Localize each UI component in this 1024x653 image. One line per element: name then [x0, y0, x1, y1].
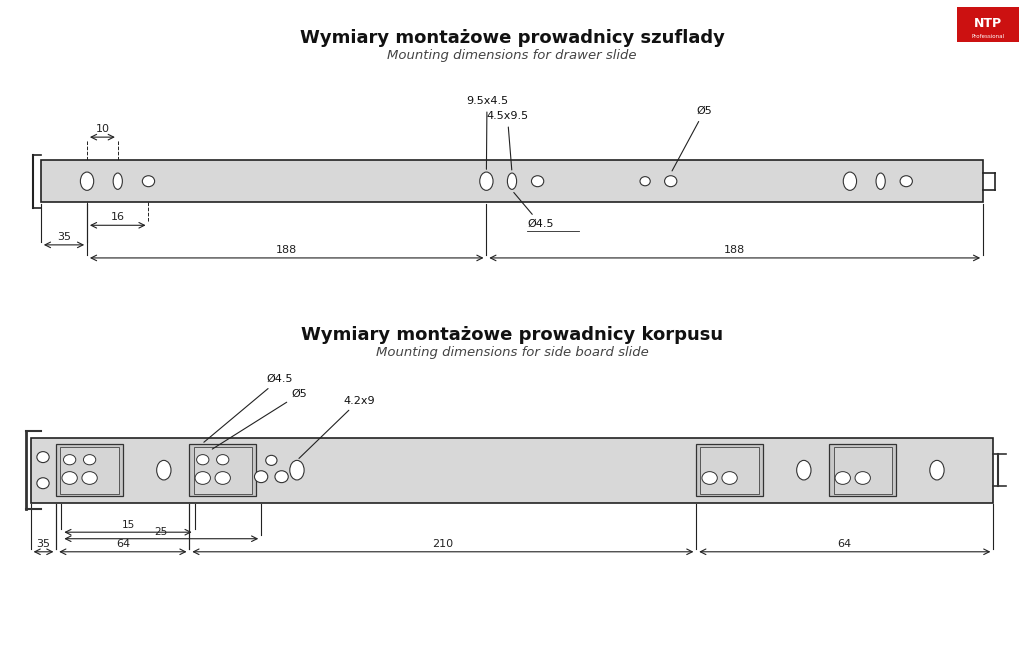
Text: Ø5: Ø5 [672, 106, 712, 171]
Text: Mounting dimensions for drawer slide: Mounting dimensions for drawer slide [387, 49, 637, 62]
Text: 25: 25 [155, 527, 168, 537]
Ellipse shape [83, 454, 96, 465]
Ellipse shape [797, 460, 811, 480]
Text: Ø5: Ø5 [212, 389, 307, 449]
Ellipse shape [665, 176, 677, 187]
Ellipse shape [930, 460, 944, 480]
Ellipse shape [62, 471, 78, 485]
Ellipse shape [80, 172, 94, 191]
Bar [189, 444, 256, 496]
Text: Professional: Professional [972, 34, 1005, 39]
Ellipse shape [855, 471, 870, 485]
Text: 64: 64 [116, 539, 130, 549]
Ellipse shape [37, 452, 49, 462]
Text: 15: 15 [122, 520, 134, 530]
Text: 4.5x9.5: 4.5x9.5 [486, 112, 528, 170]
Bar [957, 7, 1019, 42]
Text: 188: 188 [724, 245, 745, 255]
Ellipse shape [640, 176, 650, 186]
Ellipse shape [195, 471, 211, 485]
Bar [696, 444, 763, 496]
Text: Mounting dimensions for side board slide: Mounting dimensions for side board slide [376, 346, 648, 359]
Text: 9.5x4.5: 9.5x4.5 [466, 97, 508, 169]
Ellipse shape [254, 471, 268, 483]
Text: Wymiary montażowe prowadnicy korpusu: Wymiary montażowe prowadnicy korpusu [301, 326, 723, 345]
Ellipse shape [113, 173, 123, 189]
Text: 188: 188 [276, 245, 297, 255]
Text: 64: 64 [838, 539, 852, 549]
Bar [56, 444, 123, 496]
Ellipse shape [508, 173, 516, 189]
Ellipse shape [37, 478, 49, 488]
Bar [834, 447, 892, 494]
Ellipse shape [722, 471, 737, 485]
Text: NTP: NTP [974, 17, 1002, 30]
Ellipse shape [217, 454, 229, 465]
Text: 16: 16 [111, 212, 125, 222]
Ellipse shape [479, 172, 494, 191]
Bar [31, 438, 993, 503]
Text: Ø4.5: Ø4.5 [204, 374, 293, 442]
Ellipse shape [836, 471, 850, 485]
Bar [700, 447, 759, 494]
Text: 10: 10 [95, 124, 110, 134]
Text: Wymiary montażowe prowadnicy szuflady: Wymiary montażowe prowadnicy szuflady [300, 29, 724, 48]
Ellipse shape [82, 471, 97, 485]
Bar [41, 160, 983, 202]
Ellipse shape [877, 173, 885, 189]
Ellipse shape [274, 471, 289, 483]
Ellipse shape [157, 460, 171, 480]
Text: 35: 35 [37, 539, 50, 549]
Ellipse shape [900, 176, 912, 187]
Ellipse shape [702, 471, 717, 485]
Ellipse shape [63, 454, 76, 465]
Ellipse shape [844, 172, 856, 191]
Ellipse shape [215, 471, 230, 485]
Text: 35: 35 [57, 232, 71, 242]
Text: 210: 210 [432, 539, 454, 549]
Bar [194, 447, 252, 494]
Ellipse shape [266, 455, 276, 466]
Bar [829, 444, 896, 496]
Ellipse shape [197, 454, 209, 465]
Ellipse shape [142, 176, 155, 187]
Text: Ø4.5: Ø4.5 [514, 193, 554, 229]
Bar [60, 447, 119, 494]
Text: 4.2x9: 4.2x9 [299, 396, 375, 458]
Ellipse shape [531, 176, 544, 187]
Ellipse shape [290, 460, 304, 480]
